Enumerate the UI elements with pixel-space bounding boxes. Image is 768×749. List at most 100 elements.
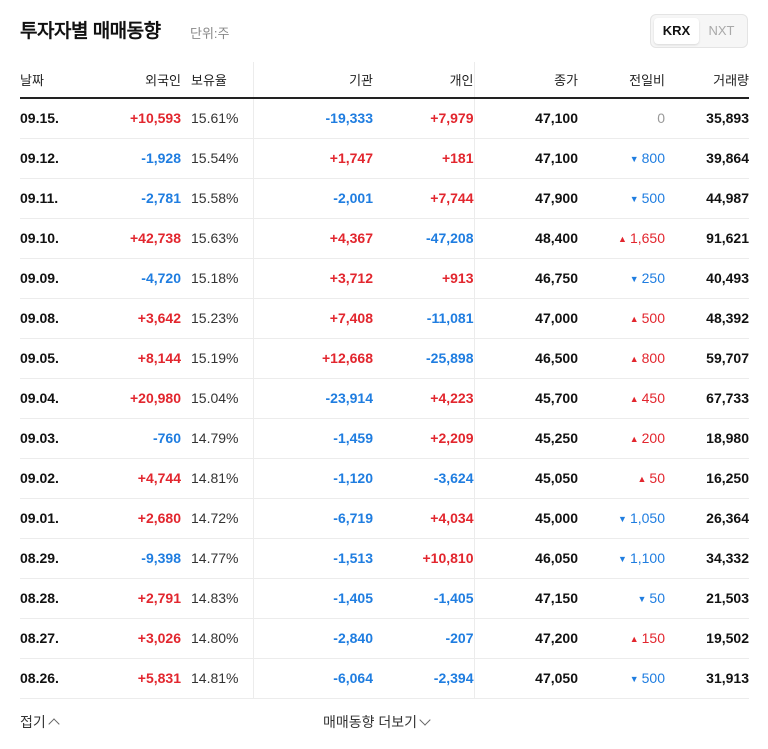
cell-date: 09.01. [20, 498, 90, 539]
cell-volume: 39,864 [665, 138, 749, 179]
cell-holding: 15.04% [181, 378, 254, 419]
cell-holding: 15.61% [181, 98, 254, 139]
cell-institution: -19,333 [253, 98, 373, 139]
cell-change: ▼ 500 [578, 658, 665, 699]
fold-button[interactable]: 접기 [20, 712, 60, 732]
cell-holding: 14.81% [181, 458, 254, 499]
more-trading-button[interactable]: 매매동향 더보기 [323, 712, 431, 732]
table-header-row: 날짜 외국인 보유율 기관 개인 종가 전일비 거래량 [20, 62, 749, 99]
cell-date: 09.09. [20, 258, 90, 299]
triangle-up-icon: ▲ [629, 394, 639, 404]
cell-holding: 14.80% [181, 618, 254, 659]
cell-change: ▲ 800 [578, 338, 665, 379]
cell-close: 47,200 [474, 618, 578, 659]
triangle-down-icon: ▼ [618, 514, 627, 524]
col-date-header: 날짜 [20, 62, 90, 99]
cell-holding: 15.23% [181, 298, 254, 339]
cell-institution: +4,367 [253, 218, 373, 259]
more-trading-label: 매매동향 더보기 [323, 714, 418, 730]
triangle-up-icon: ▲ [637, 474, 647, 484]
cell-foreign: +8,144 [90, 338, 181, 379]
cell-close: 48,400 [474, 218, 578, 259]
table-row: 09.08. +3,642 15.23% +7,408 -11,081 47,000 ▲ 50… [20, 298, 749, 339]
cell-individual: -1,405 [373, 578, 475, 619]
cell-volume: 21,503 [665, 578, 749, 619]
cell-change: ▼ 500 [578, 178, 665, 219]
cell-close: 47,100 [474, 98, 578, 139]
section-header: 투자자별 매매동향 단위:주 KRX NXT [20, 14, 748, 52]
cell-date: 09.15. [20, 98, 90, 139]
cell-foreign: +4,744 [90, 458, 181, 499]
cell-individual: -207 [373, 618, 475, 659]
section-title: 투자자별 매매동향 [20, 21, 161, 42]
cell-individual: -47,208 [373, 218, 475, 259]
triangle-up-icon: ▲ [629, 434, 639, 444]
exchange-krx-button[interactable]: KRX [654, 18, 699, 44]
table-row: 09.05. +8,144 15.19% +12,668 -25,898 46,500 ▲ 8… [20, 338, 749, 379]
change-value: 500 [641, 190, 665, 206]
cell-close: 45,700 [474, 378, 578, 419]
change-value: 1,650 [629, 230, 665, 246]
cell-close: 45,250 [474, 418, 578, 459]
col-close-header: 종가 [474, 62, 578, 99]
col-volume-header: 거래량 [665, 62, 749, 99]
cell-volume: 19,502 [665, 618, 749, 659]
cell-institution: -2,001 [253, 178, 373, 219]
change-value: 200 [641, 430, 665, 446]
table-row: 09.15. +10,593 15.61% -19,333 +7,979 47,100 0 3… [20, 98, 749, 139]
table-row: 09.02. +4,744 14.81% -1,120 -3,624 45,050 ▲ 50 1… [20, 458, 749, 499]
change-value: 800 [641, 350, 665, 366]
cell-change: ▲ 450 [578, 378, 665, 419]
cell-change: ▼ 50 [578, 578, 665, 619]
exchange-toggle: KRX NXT [650, 14, 748, 48]
cell-holding: 14.72% [181, 498, 254, 539]
cell-institution: +7,408 [253, 298, 373, 339]
col-holding-header: 보유율 [181, 62, 254, 99]
cell-institution: +1,747 [253, 138, 373, 179]
cell-individual: +4,223 [373, 378, 475, 419]
table-row: 09.04. +20,980 15.04% -23,914 +4,223 45,700 ▲ 4… [20, 378, 749, 419]
cell-close: 46,750 [474, 258, 578, 299]
table-row: 09.12. -1,928 15.54% +1,747 +181 47,100 ▼ 800 39… [20, 138, 749, 179]
cell-holding: 14.81% [181, 658, 254, 699]
exchange-nxt-button[interactable]: NXT [708, 23, 735, 38]
cell-date: 08.26. [20, 658, 90, 699]
cell-date: 09.10. [20, 218, 90, 259]
cell-volume: 18,980 [665, 418, 749, 459]
fold-label: 접기 [20, 714, 46, 730]
cell-close: 47,050 [474, 658, 578, 699]
chevron-up-icon [48, 718, 60, 730]
cell-date: 09.04. [20, 378, 90, 419]
cell-individual: +7,744 [373, 178, 475, 219]
chevron-down-icon [419, 714, 431, 726]
unit-label: 단위:주 [190, 26, 230, 41]
cell-change: ▼ 1,100 [578, 538, 665, 579]
cell-institution: -1,459 [253, 418, 373, 459]
cell-holding: 15.19% [181, 338, 254, 379]
cell-institution: -23,914 [253, 378, 373, 419]
triangle-down-icon: ▼ [629, 194, 639, 204]
cell-individual: +913 [373, 258, 475, 299]
cell-close: 46,500 [474, 338, 578, 379]
cell-volume: 48,392 [665, 298, 749, 339]
cell-institution: -6,064 [253, 658, 373, 699]
cell-volume: 67,733 [665, 378, 749, 419]
table-row: 08.29. -9,398 14.77% -1,513 +10,810 46,050 ▼ 1,… [20, 538, 749, 579]
cell-volume: 16,250 [665, 458, 749, 499]
cell-institution: -2,840 [253, 618, 373, 659]
triangle-up-icon: ▲ [629, 354, 639, 364]
cell-date: 09.11. [20, 178, 90, 219]
cell-change: ▲ 500 [578, 298, 665, 339]
change-value: 250 [641, 270, 665, 286]
triangle-up-icon: ▲ [629, 314, 639, 324]
cell-institution: +12,668 [253, 338, 373, 379]
table-row: 09.10. +42,738 15.63% +4,367 -47,208 48,400 ▲ 1… [20, 218, 749, 259]
table-row: 09.11. -2,781 15.58% -2,001 +7,744 47,900 ▼ 500… [20, 178, 749, 219]
cell-volume: 35,893 [665, 98, 749, 139]
cell-individual: +181 [373, 138, 475, 179]
cell-close: 47,900 [474, 178, 578, 219]
cell-individual: +7,979 [373, 98, 475, 139]
cell-holding: 15.63% [181, 218, 254, 259]
change-value: 50 [649, 470, 665, 486]
cell-close: 47,150 [474, 578, 578, 619]
